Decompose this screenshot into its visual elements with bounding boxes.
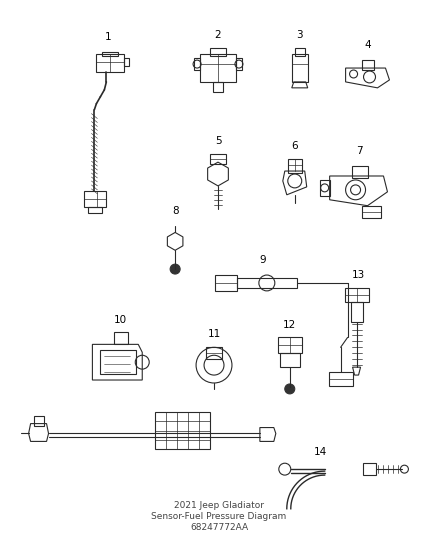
Text: 7: 7 [356,146,363,156]
Bar [210,154,226,164]
Circle shape [170,264,180,274]
Text: 1: 1 [105,33,112,42]
Bar [210,48,226,56]
Bar [206,348,222,359]
Bar [96,54,124,72]
Text: 68247772AA: 68247772AA [190,523,248,532]
Text: 14: 14 [314,447,327,457]
Text: Sensor-Fuel Pressure Diagram: Sensor-Fuel Pressure Diagram [152,512,286,521]
Text: 6: 6 [291,141,298,151]
Bar [361,206,381,217]
Text: 12: 12 [283,319,297,329]
Bar [85,191,106,207]
Text: 13: 13 [352,270,365,280]
Bar [350,302,363,321]
Bar [278,337,302,353]
Text: 2: 2 [215,30,221,41]
Bar [292,54,308,82]
Bar [88,207,102,213]
Text: 11: 11 [207,329,221,340]
Text: 8: 8 [172,206,178,216]
Bar [361,60,374,70]
Text: 4: 4 [364,40,371,50]
Bar [288,159,302,173]
Bar [237,278,297,288]
Bar [155,411,210,449]
Bar [328,372,353,386]
Bar [215,275,237,291]
Bar [345,288,368,302]
Bar [363,463,377,475]
Text: 5: 5 [215,136,221,146]
Bar [280,353,300,367]
Bar [352,166,367,178]
Text: 9: 9 [260,255,266,265]
Circle shape [285,384,295,394]
Bar [295,48,305,56]
Text: 10: 10 [114,314,127,325]
Text: 2021 Jeep Gladiator: 2021 Jeep Gladiator [174,502,264,510]
Bar [100,350,136,374]
Bar [34,416,43,425]
Bar [200,54,236,82]
Bar [213,82,223,92]
Bar [102,52,118,56]
Bar [114,333,128,344]
Text: 3: 3 [297,30,303,41]
Bar [124,58,129,66]
